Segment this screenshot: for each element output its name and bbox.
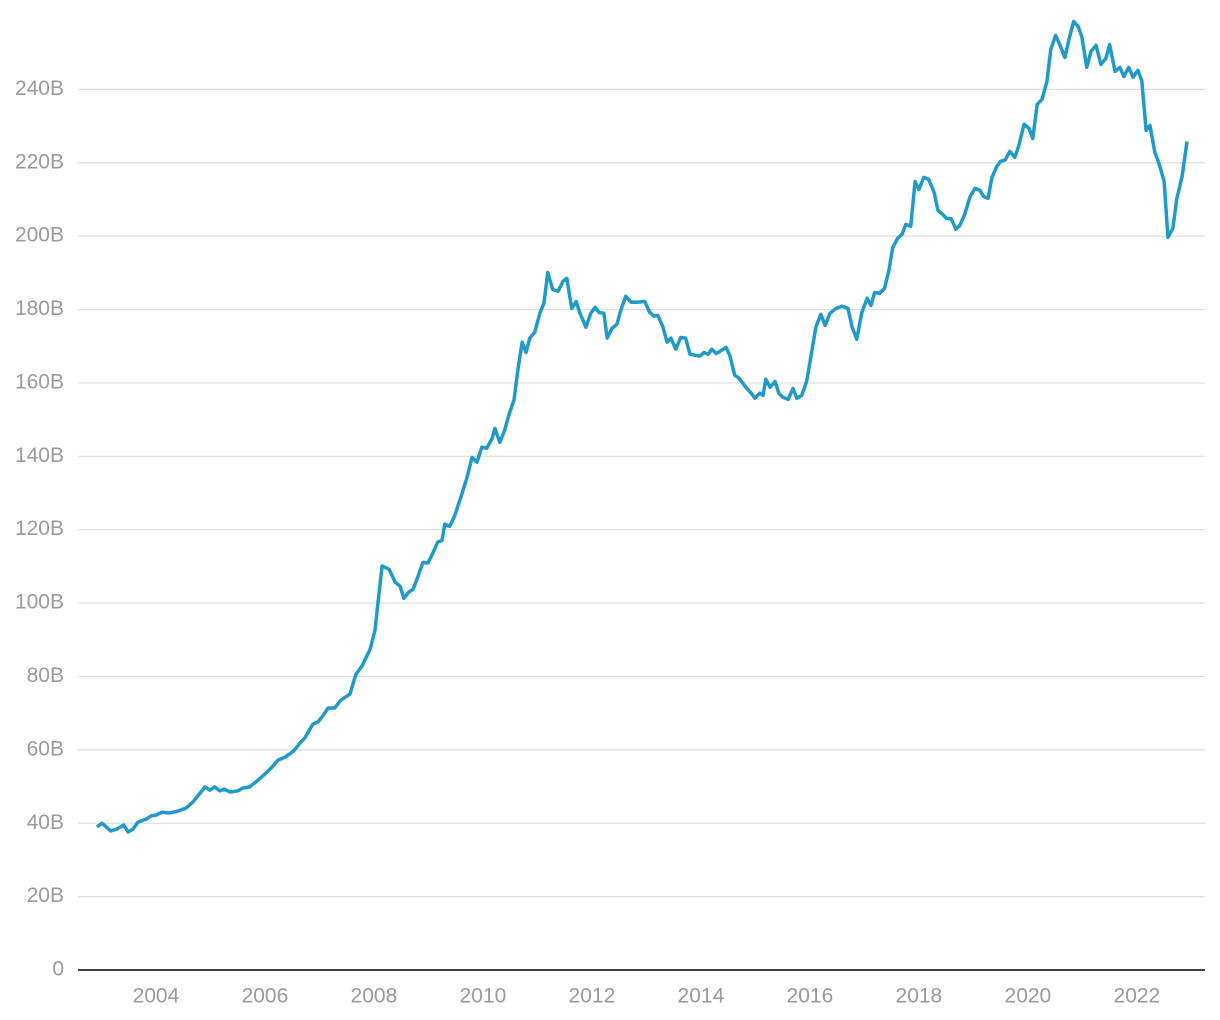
y-tick-label: 180B xyxy=(15,297,64,320)
x-tick-label: 2020 xyxy=(1005,985,1052,1008)
y-tick-label: 80B xyxy=(27,664,64,687)
data-line xyxy=(96,19,1189,834)
x-tick-label: 2022 xyxy=(1114,985,1161,1008)
y-tick-label: 140B xyxy=(15,444,64,467)
y-tick-label: 40B xyxy=(27,811,64,834)
x-tick-label: 2014 xyxy=(678,985,725,1008)
y-tick-label: 120B xyxy=(15,517,64,540)
x-tick-label: 2004 xyxy=(133,985,180,1008)
x-tick-label: 2008 xyxy=(351,985,398,1008)
y-tick-label: 100B xyxy=(15,591,64,614)
x-tick-label: 2006 xyxy=(242,985,289,1008)
y-tick-label: 20B xyxy=(27,884,64,907)
y-tick-label: 240B xyxy=(15,77,64,100)
y-tick-label: 60B xyxy=(27,737,64,760)
y-tick-label: 200B xyxy=(15,224,64,247)
x-tick-label: 2016 xyxy=(787,985,834,1008)
x-tick-label: 2018 xyxy=(896,985,943,1008)
x-tick-label: 2012 xyxy=(569,985,616,1008)
y-tick-label: 0 xyxy=(52,958,64,981)
x-tick-label: 2010 xyxy=(460,985,507,1008)
y-tick-label: 160B xyxy=(15,370,64,393)
y-tick-label: 220B xyxy=(15,150,64,173)
